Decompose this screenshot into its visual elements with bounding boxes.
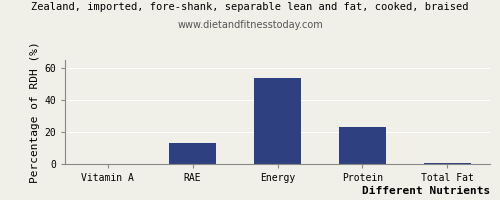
Bar [339, 127, 386, 164]
Bar [169, 143, 216, 164]
Text: www.dietandfitnesstoday.com: www.dietandfitnesstoday.com [177, 20, 323, 30]
Text: Zealand, imported, fore-shank, separable lean and fat, cooked, braised: Zealand, imported, fore-shank, separable… [31, 2, 469, 12]
Y-axis label: Percentage of RDH (%): Percentage of RDH (%) [30, 41, 40, 183]
Bar [424, 163, 470, 164]
Text: Different Nutrients: Different Nutrients [362, 186, 490, 196]
Bar [254, 78, 301, 164]
